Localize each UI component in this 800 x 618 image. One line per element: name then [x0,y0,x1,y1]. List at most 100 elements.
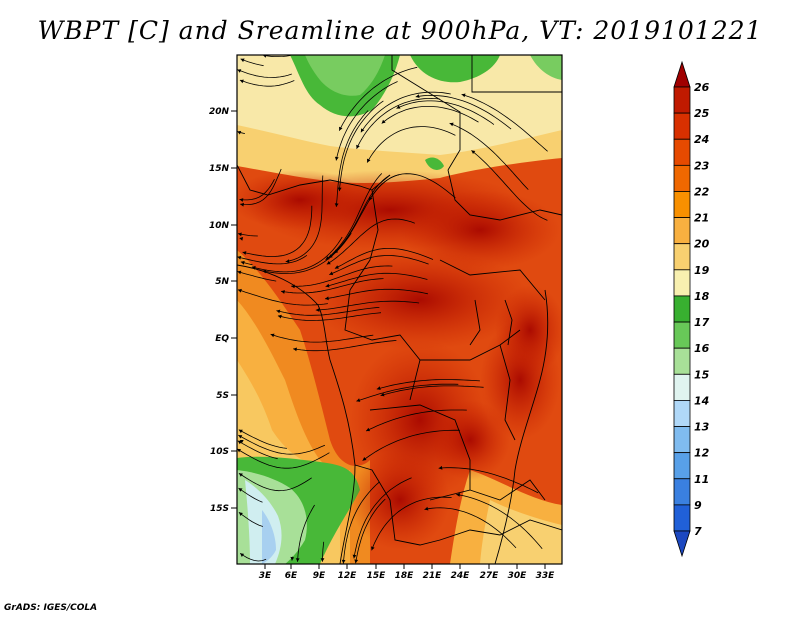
streamline [251,236,343,273]
colorbar-swatch [673,295,691,323]
streamline [371,496,452,551]
streamline-arrow [290,556,295,561]
streamline [338,66,418,131]
streamline [339,100,384,192]
colorbar-label: 12 [694,447,710,460]
streamline-arrow [449,122,454,127]
streamline [415,94,512,130]
streamline [376,379,480,390]
colorbar-label: 19 [694,264,710,277]
colorbar-label: 17 [694,316,710,329]
lat-tick-label: 20N [209,107,230,117]
lon-tick-label: 3E [259,571,272,581]
streamline-arrow [381,119,386,124]
streamline-arrow [329,271,334,276]
colorbar-swatch [673,138,691,166]
streamline [237,289,328,306]
streamline [461,94,548,152]
lon-tick-label: 30E [508,571,528,581]
colorbar-label: 20 [694,238,710,251]
streamline-arrow [238,473,243,477]
streamline [315,300,420,311]
streamline-arrow [367,158,371,163]
colorbar-label: 13 [694,421,710,434]
colorbar-label: 24 [694,133,709,146]
streamline [237,448,330,469]
streamline [335,81,398,161]
lat-tick-label: 10N [209,221,230,231]
streamline [242,205,313,257]
streamline-arrow [240,260,245,265]
colorbar-swatch [673,86,691,114]
colorbar-swatch [673,504,691,532]
streamline [276,307,380,316]
streamline [353,477,412,559]
streamline-arrow [376,386,381,390]
streamline-arrow [237,69,242,73]
streamline-arrow [240,202,244,207]
streamline-arrow [237,270,242,275]
streamline [471,150,548,221]
streamline-arrow [262,55,267,58]
streamline-arrow [325,296,329,301]
streamline-arrow [334,203,339,207]
longitude-axis: 3E 6E 9E 12E 15E 18E 21E 24E 27E 30E 33E [259,564,555,581]
streamline-arrow [362,457,367,461]
streamline [237,254,308,265]
streamline [239,552,267,562]
lat-tick-label: 10S [210,447,229,457]
streamline-arrow [326,260,331,265]
lon-tick-label: 21E [423,571,443,581]
streamline [334,248,434,269]
colorbar-label: 11 [694,473,709,486]
colorbar-label: 26 [694,81,710,94]
streamline-arrow [356,398,361,402]
streamline [297,504,315,562]
lon-tick-label: 12E [338,571,358,581]
lon-tick-label: 24E [451,571,471,581]
streamline [438,467,539,494]
colorbar-swatch [673,478,691,506]
streamlines [237,55,548,564]
streamline [342,481,380,564]
streamline-arrow [360,128,365,133]
country-borders [237,55,562,564]
streamline [270,333,374,343]
streamline-arrow [237,255,242,260]
streamline-arrow [354,559,359,564]
streamline-arrow [328,254,333,258]
lat-tick-label: 15S [210,504,229,514]
streamline [277,312,382,321]
streamline [237,69,292,78]
streamline-arrow [238,435,243,439]
colorbar-swatch [673,321,691,349]
lon-tick-label: 18E [395,571,415,581]
streamline-arrow [415,94,420,98]
streamline-arrow [281,290,285,294]
streamline [237,440,278,460]
streamline-arrow [277,314,282,319]
streamline [396,100,495,125]
colorbar-swatch [673,269,691,297]
streamline [381,106,479,124]
lon-tick-label: 15E [367,571,387,581]
colorbar-swatch [673,191,691,218]
streamline-arrow [334,265,339,269]
colorbar-label: 21 [694,212,709,225]
streamline-arrow [237,440,242,445]
colorbar-label: 7 [694,525,702,538]
colorbar-swatch [673,243,691,271]
streamline [238,511,264,527]
streamline-arrow [334,156,339,161]
streamline-arrow [276,309,281,314]
streamline-arrow [239,440,244,444]
streamline [238,434,326,455]
streamline [238,429,287,449]
colorbar-swatch [673,530,691,558]
streamline-arrow [270,333,275,338]
streamline-arrow [293,347,297,352]
streamline [239,179,275,201]
streamline [238,472,312,492]
streamline [238,487,263,503]
streamline [366,126,456,163]
